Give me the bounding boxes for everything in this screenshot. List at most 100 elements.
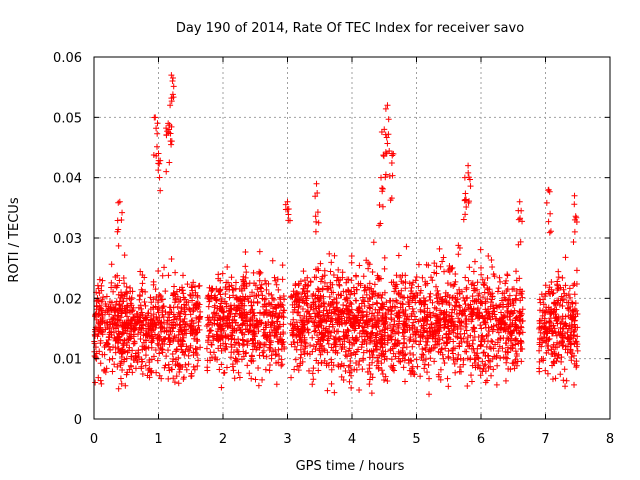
data-point bbox=[228, 306, 235, 313]
data-point bbox=[572, 324, 579, 331]
data-point bbox=[363, 291, 370, 298]
data-point bbox=[468, 378, 475, 385]
data-point bbox=[536, 358, 543, 365]
data-point bbox=[266, 329, 273, 336]
data-point bbox=[180, 294, 187, 301]
data-point bbox=[163, 327, 170, 334]
data-point bbox=[447, 281, 454, 288]
data-point bbox=[309, 334, 316, 341]
data-point bbox=[502, 280, 509, 287]
data-point bbox=[183, 326, 190, 333]
data-point bbox=[94, 282, 101, 289]
data-point bbox=[350, 349, 357, 356]
data-point bbox=[250, 269, 257, 276]
data-point bbox=[449, 295, 456, 302]
data-point bbox=[93, 302, 100, 309]
data-point bbox=[493, 354, 500, 361]
data-point bbox=[366, 294, 373, 301]
data-point bbox=[422, 278, 429, 285]
data-point bbox=[547, 319, 554, 326]
data-point bbox=[488, 372, 495, 379]
data-point bbox=[156, 174, 163, 181]
data-point bbox=[304, 283, 311, 290]
data-point bbox=[222, 291, 229, 298]
data-point bbox=[304, 350, 311, 357]
data-point bbox=[554, 285, 561, 292]
data-point bbox=[263, 286, 270, 293]
data-point bbox=[460, 294, 467, 301]
data-point bbox=[137, 336, 144, 343]
data-point bbox=[122, 289, 129, 296]
data-point bbox=[454, 325, 461, 332]
data-point bbox=[537, 329, 544, 336]
data-point bbox=[212, 355, 219, 362]
data-point bbox=[518, 207, 525, 214]
data-point bbox=[369, 317, 376, 324]
data-point bbox=[363, 340, 370, 347]
data-point bbox=[194, 292, 201, 299]
data-point bbox=[249, 315, 256, 322]
data-point bbox=[468, 372, 475, 379]
data-point bbox=[503, 303, 510, 310]
data-point bbox=[204, 357, 211, 364]
data-point bbox=[497, 355, 504, 362]
data-point bbox=[366, 365, 373, 372]
data-point bbox=[349, 322, 356, 329]
data-point bbox=[223, 333, 230, 340]
data-point bbox=[430, 310, 437, 317]
data-point bbox=[300, 328, 307, 335]
data-point bbox=[343, 319, 350, 326]
data-point bbox=[168, 321, 175, 328]
data-point bbox=[170, 83, 177, 90]
data-point bbox=[329, 299, 336, 306]
data-point bbox=[115, 337, 122, 344]
data-point bbox=[512, 323, 519, 330]
data-point bbox=[228, 274, 235, 281]
data-point bbox=[298, 338, 305, 345]
data-point bbox=[274, 276, 281, 283]
data-point bbox=[280, 314, 287, 321]
data-point bbox=[571, 317, 578, 324]
data-point bbox=[192, 345, 199, 352]
data-point bbox=[315, 286, 322, 293]
data-point bbox=[518, 339, 525, 346]
data-point bbox=[558, 293, 565, 300]
data-point bbox=[442, 345, 449, 352]
data-point bbox=[457, 335, 464, 342]
data-point bbox=[571, 280, 578, 287]
data-point bbox=[242, 350, 249, 357]
data-point bbox=[235, 369, 242, 376]
data-point bbox=[295, 282, 302, 289]
data-point bbox=[108, 279, 115, 286]
data-point bbox=[307, 279, 314, 286]
data-point bbox=[383, 150, 390, 157]
data-point bbox=[276, 313, 283, 320]
data-point bbox=[353, 273, 360, 280]
data-point bbox=[321, 357, 328, 364]
y-tick-label: 0.05 bbox=[53, 111, 82, 126]
data-point bbox=[135, 353, 142, 360]
data-point bbox=[307, 304, 314, 311]
data-point bbox=[255, 382, 262, 389]
data-point bbox=[219, 325, 226, 332]
data-point bbox=[378, 129, 385, 136]
data-point bbox=[490, 271, 497, 278]
data-point bbox=[180, 376, 187, 383]
data-point bbox=[224, 264, 231, 271]
data-point bbox=[252, 322, 259, 329]
data-point bbox=[384, 325, 391, 332]
data-point bbox=[111, 305, 118, 312]
data-point bbox=[433, 270, 440, 277]
data-point bbox=[537, 299, 544, 306]
data-point bbox=[148, 299, 155, 306]
data-point bbox=[157, 187, 164, 194]
data-point bbox=[385, 116, 392, 123]
data-point bbox=[180, 334, 187, 341]
data-point bbox=[288, 374, 295, 381]
data-point bbox=[271, 304, 278, 311]
data-point bbox=[401, 352, 408, 359]
data-point bbox=[378, 294, 385, 301]
data-point bbox=[379, 188, 386, 195]
data-point bbox=[484, 275, 491, 281]
data-point bbox=[158, 323, 165, 330]
